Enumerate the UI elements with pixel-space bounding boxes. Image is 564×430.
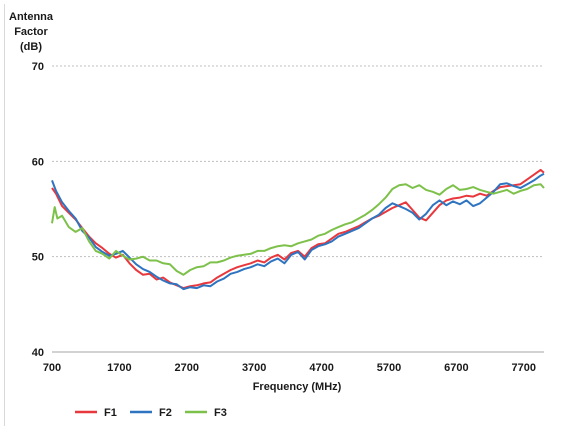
x-tick-labels: 700 1700 2700 3700 4700 5700 6700 7700 xyxy=(43,362,536,374)
x-tick-label-1700: 1700 xyxy=(107,362,131,374)
x-axis-title: Frequency (MHz) xyxy=(253,381,342,393)
gridlines xyxy=(52,65,544,258)
series-line-f3 xyxy=(51,183,545,276)
legend-label-f2: F2 xyxy=(159,407,172,419)
x-tick-label-700: 700 xyxy=(43,362,61,374)
y-axis-title-line-3: (dB) xyxy=(20,41,42,53)
series-lines xyxy=(51,168,545,291)
y-axis-title-line-2: Factor xyxy=(14,26,48,38)
x-tick-label-3700: 3700 xyxy=(242,362,266,374)
y-axis-title-line-1: Antenna xyxy=(9,11,54,23)
y-tick-label-50: 50 xyxy=(32,252,44,264)
y-tick-label-70: 70 xyxy=(32,61,44,73)
x-tick-label-6700: 6700 xyxy=(444,362,468,374)
y-tick-label-60: 60 xyxy=(32,156,44,168)
x-tick-label-2700: 2700 xyxy=(175,362,199,374)
y-tick-label-40: 40 xyxy=(32,347,44,359)
series-line-f2 xyxy=(51,172,545,291)
y-tick-labels: 40 50 60 70 xyxy=(32,61,44,359)
legend: F1 F2 F3 xyxy=(75,407,227,419)
x-tick-label-7700: 7700 xyxy=(512,362,536,374)
panel-border xyxy=(4,4,5,426)
legend-label-f1: F1 xyxy=(104,407,117,419)
x-tick-label-4700: 4700 xyxy=(309,362,333,374)
x-tick-label-5700: 5700 xyxy=(377,362,401,374)
legend-label-f3: F3 xyxy=(214,407,227,419)
